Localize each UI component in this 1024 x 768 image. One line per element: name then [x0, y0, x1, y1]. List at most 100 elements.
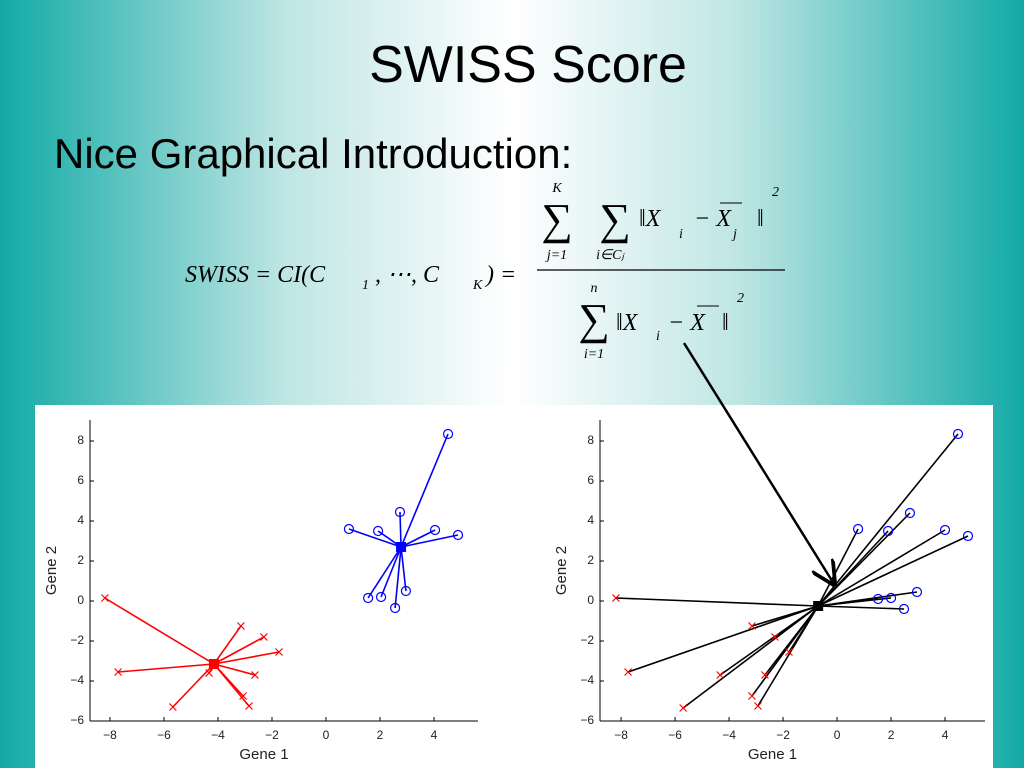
formula-text: i [656, 329, 660, 344]
formula-text: ∑ [599, 195, 630, 244]
y-tick-label: 4 [587, 513, 594, 527]
y-tick-label: 2 [587, 553, 594, 567]
x-tick-label: −6 [668, 728, 682, 742]
x-tick-label: 2 [888, 728, 895, 742]
centroid [813, 601, 824, 611]
x-axis-label: Gene 1 [748, 746, 797, 763]
formula-text: n [591, 281, 598, 296]
link-line [172, 663, 215, 708]
formula-text: ‖X [639, 206, 662, 232]
formula-text: ∑ [541, 195, 572, 244]
formula-text: ) = [484, 262, 516, 288]
link-line [818, 591, 918, 607]
y-tick-label: −2 [70, 633, 84, 647]
formula-text: ∑ [578, 295, 609, 344]
link-line [774, 605, 819, 638]
y-tick-label: 8 [77, 433, 84, 447]
formula-text: K [551, 181, 562, 196]
point [939, 524, 951, 536]
link-line [394, 546, 402, 609]
link-line [348, 528, 402, 548]
y-tick-label: −6 [580, 713, 594, 727]
centroid [396, 542, 407, 552]
link-line [380, 546, 402, 598]
link-line [213, 663, 250, 707]
arrow [682, 342, 834, 584]
y-tick-label: 4 [77, 513, 84, 527]
x-tick-label: 0 [323, 728, 330, 742]
point [100, 594, 109, 602]
x-tick-label: −8 [614, 728, 628, 742]
formula-text: ‖ [722, 310, 729, 336]
formula: SWISS = CI(C 1 , ⋯, C K ) = K ∑ j=1 ∑ i∈… [185, 181, 785, 362]
point [400, 585, 412, 597]
point [785, 648, 793, 656]
point [872, 593, 884, 605]
link-line [751, 605, 819, 697]
link-line [400, 546, 407, 592]
point [375, 591, 387, 603]
link-line [615, 597, 819, 607]
formula-text: 2 [772, 185, 779, 200]
y-tick-label: 2 [77, 553, 84, 567]
link-line [400, 534, 459, 548]
formula-text: ‖X [616, 310, 639, 336]
point [754, 702, 762, 710]
point [624, 668, 633, 676]
point [885, 592, 897, 604]
point [911, 586, 923, 598]
link-line [213, 636, 265, 665]
formula-text: − X [694, 206, 732, 232]
formula-text: ‖ [757, 206, 764, 232]
y-axis-label: Gene 2 [43, 546, 60, 595]
x-tick-label: −8 [103, 728, 117, 742]
point [679, 704, 688, 712]
point [904, 507, 916, 519]
link-line [104, 597, 215, 665]
point [748, 692, 756, 700]
y-tick-label: −6 [70, 713, 84, 727]
x-tick-label: −2 [265, 728, 279, 742]
formula-text: i [679, 227, 683, 242]
formula-text: SWISS = CI(C [185, 262, 326, 288]
y-tick-label: 0 [77, 593, 84, 607]
link-line [817, 433, 959, 607]
point [390, 602, 401, 614]
link-line [213, 625, 242, 665]
link-line [400, 433, 449, 548]
link-line [213, 663, 256, 676]
y-tick-label: −4 [580, 673, 594, 687]
point [239, 692, 248, 700]
x-tick-label: 0 [834, 728, 841, 742]
point [363, 592, 374, 604]
point [237, 622, 245, 630]
x-tick-label: −4 [722, 728, 736, 742]
formula-text: i=1 [584, 347, 604, 362]
link-line [818, 605, 905, 610]
point [452, 529, 464, 541]
y-tick-label: 6 [587, 473, 594, 487]
link-line [627, 605, 819, 673]
x-tick-label: −2 [776, 728, 790, 742]
link-line [817, 529, 946, 607]
point [442, 428, 454, 440]
link-line [757, 605, 819, 707]
x-tick-label: 4 [942, 728, 949, 742]
y-tick-label: −2 [580, 633, 594, 647]
point [394, 506, 406, 518]
plots: −8 −6 −4 −2 0 2 4 −6 −4 −2 0 2 4 6 8 Gene 1 Gene 2 −8 −6 −4… [43, 420, 985, 763]
formula-text: 1 [362, 278, 369, 293]
point [245, 702, 253, 710]
point [372, 525, 384, 537]
point [429, 524, 441, 536]
point [251, 671, 259, 679]
link-line [817, 512, 911, 607]
y-tick-label: 6 [77, 473, 84, 487]
x-tick-label: −4 [211, 728, 225, 742]
point [898, 603, 910, 615]
formula-text: 2 [737, 291, 744, 306]
point [761, 671, 769, 679]
link-line [751, 605, 819, 627]
link-line [213, 651, 280, 665]
